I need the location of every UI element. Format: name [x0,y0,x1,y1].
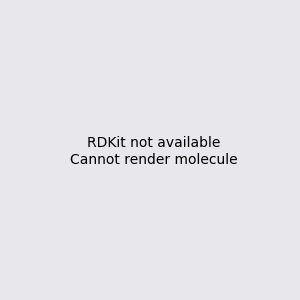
Text: RDKit not available
Cannot render molecule: RDKit not available Cannot render molecu… [70,136,238,166]
